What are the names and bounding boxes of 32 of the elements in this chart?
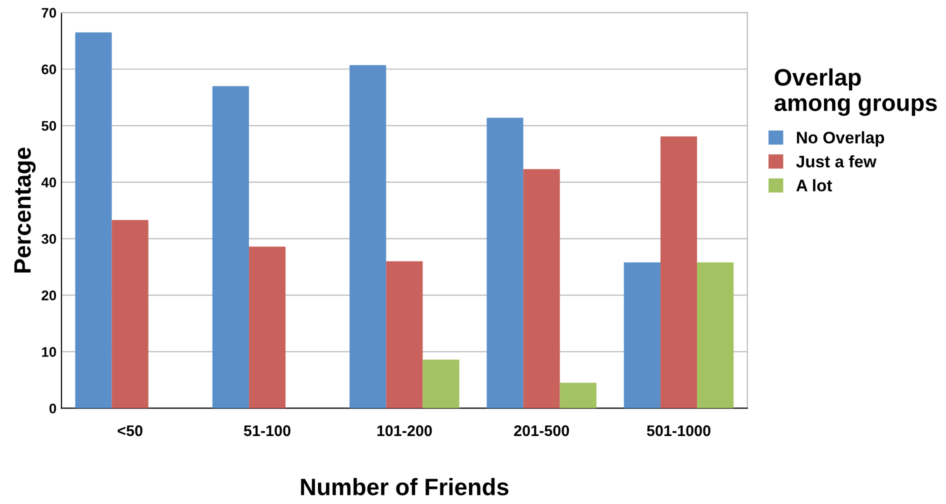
x-tick-label: 51-100 (244, 425, 290, 436)
x-tick-label: 501-1000 (646, 425, 710, 436)
bar (248, 246, 286, 408)
legend-label: Just a few (796, 155, 876, 168)
bar (624, 262, 660, 408)
bar (660, 136, 698, 408)
bar (560, 382, 596, 408)
y-tick-label: 10 (42, 347, 56, 357)
legend-label: A lot (796, 179, 832, 192)
legend-label: No Overlap (796, 131, 884, 147)
y-axis-title: Percentage (14, 148, 36, 272)
bar (75, 32, 112, 408)
bar (697, 262, 734, 408)
y-tick-label: 0 (49, 404, 56, 414)
x-tick-label: 201-500 (514, 425, 569, 436)
y-tick-label: 50 (42, 120, 56, 131)
bar (350, 65, 386, 408)
y-tick-label: 20 (42, 290, 56, 300)
y-tick-label: 40 (41, 177, 56, 188)
x-tick-label: <50 (118, 425, 142, 436)
bar (212, 86, 249, 408)
bar (422, 360, 460, 408)
bar (386, 261, 423, 408)
y-tick-label: 70 (42, 8, 56, 18)
y-tick-label: 60 (42, 64, 56, 74)
legend-title: Overlap among groups (774, 68, 937, 116)
bar (523, 169, 560, 408)
x-tick-label: 101-200 (377, 425, 432, 436)
bar (112, 220, 148, 408)
y-tick-label: 30 (42, 234, 56, 244)
x-axis-title: Number of Friends (301, 478, 508, 496)
bar (486, 118, 524, 408)
